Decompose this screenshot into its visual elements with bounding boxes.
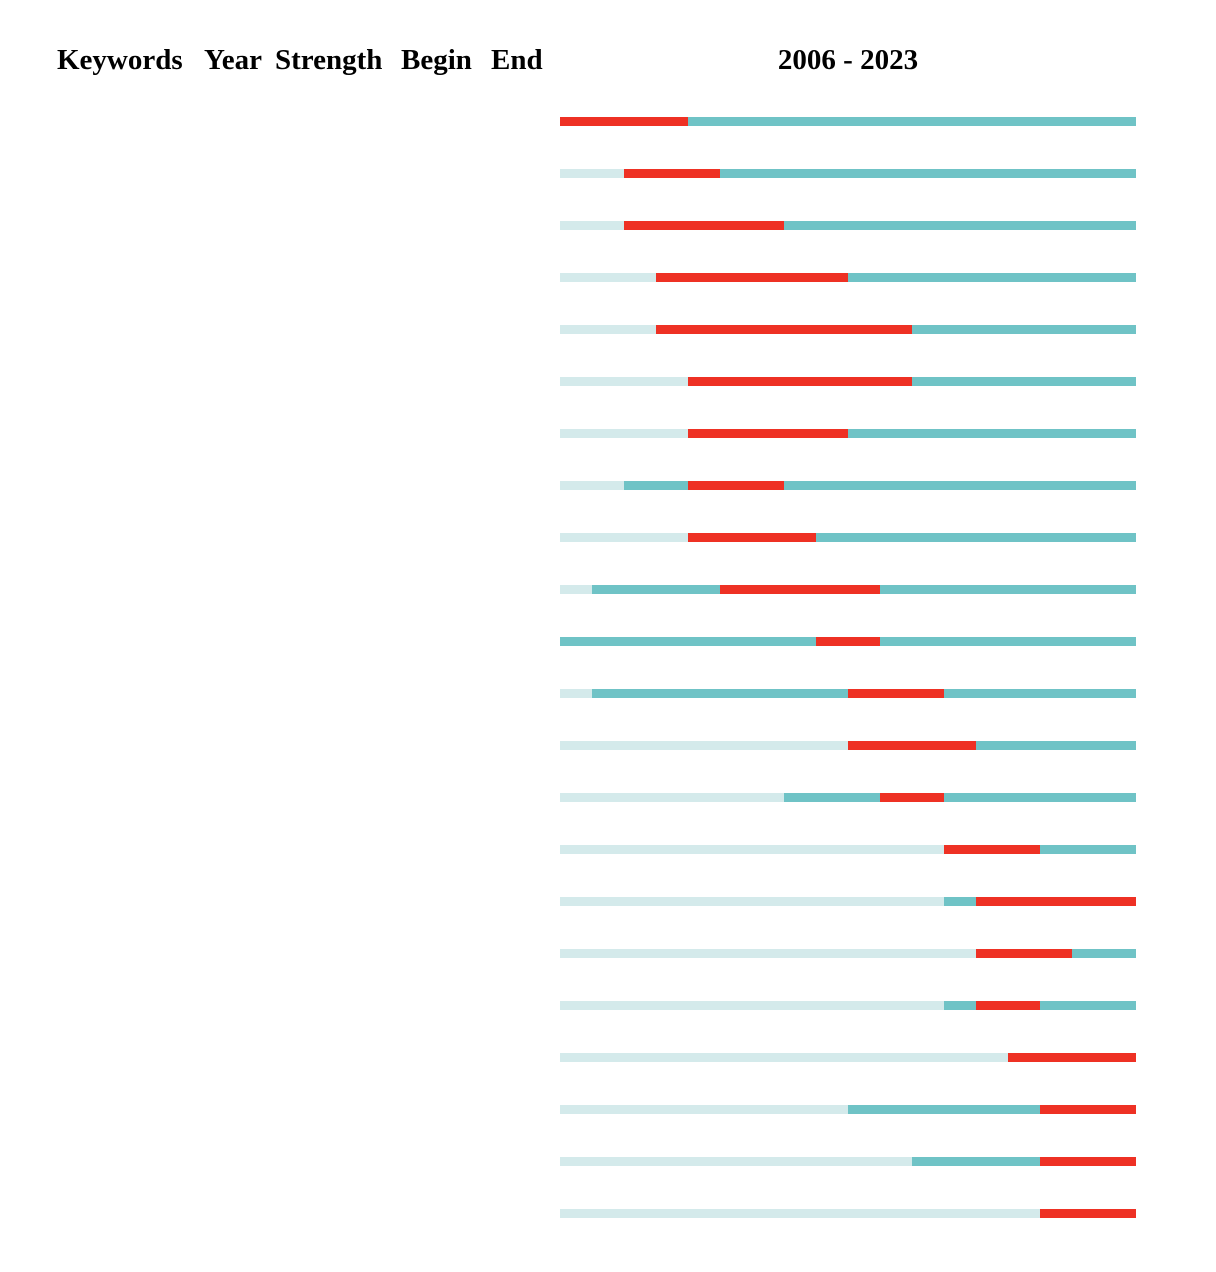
timeline-active-segment [848, 1105, 1136, 1114]
timeline-inactive-segment [560, 1105, 848, 1114]
timeline-inactive-segment [560, 845, 944, 854]
timeline-inactive-segment [560, 1209, 1040, 1218]
timeline-inactive-segment [560, 1001, 944, 1010]
burst-segment [720, 585, 880, 594]
timeline-active-segment [624, 169, 1136, 178]
burst-segment [880, 793, 944, 802]
header-strength: Strength [275, 44, 382, 76]
timeline-active-segment [912, 1157, 1136, 1166]
burst-segment [688, 533, 816, 542]
header-begin: Begin [401, 44, 472, 76]
timeline-active-segment [688, 429, 1136, 438]
timeline-active-segment [784, 793, 1136, 802]
burst-segment [656, 325, 912, 334]
header-end: End [491, 44, 543, 76]
burst-segment [1040, 1105, 1136, 1114]
timeline-active-segment [560, 117, 1136, 126]
timeline-active-segment [688, 533, 1136, 542]
timeline-inactive-segment [560, 1157, 912, 1166]
header-keywords: Keywords [57, 44, 183, 76]
burst-segment [976, 897, 1136, 906]
timeline-inactive-segment [560, 273, 656, 282]
burst-segment [976, 949, 1072, 958]
timeline-active-segment [848, 741, 1136, 750]
timeline-inactive-segment [560, 221, 624, 230]
burst-segment [688, 377, 912, 386]
timeline-active-segment [624, 481, 1136, 490]
chart-title: 2006 - 2023 [778, 44, 918, 76]
timeline-inactive-segment [560, 377, 688, 386]
burst-segment [848, 741, 976, 750]
timeline-active-segment [656, 273, 1136, 282]
burst-segment [1040, 1209, 1136, 1218]
timeline-inactive-segment [560, 689, 592, 698]
timeline-inactive-segment [560, 429, 688, 438]
burst-segment [816, 637, 880, 646]
timeline-inactive-segment [560, 533, 688, 542]
timeline-inactive-segment [560, 793, 784, 802]
timeline-inactive-segment [560, 481, 624, 490]
burst-segment [1008, 1053, 1136, 1062]
timeline-inactive-segment [560, 949, 976, 958]
burst-segment [848, 689, 944, 698]
burst-segment [688, 481, 784, 490]
burst-segment [624, 221, 784, 230]
header-year: Year [204, 44, 262, 76]
burst-segment [624, 169, 720, 178]
timeline-inactive-segment [560, 169, 624, 178]
timeline-inactive-segment [560, 325, 656, 334]
burst-segment [944, 845, 1040, 854]
timeline-inactive-segment [560, 897, 944, 906]
burst-rows [560, 117, 1136, 1218]
timeline-active-segment [624, 221, 1136, 230]
burst-segment [560, 117, 688, 126]
burst-segment [656, 273, 848, 282]
burst-segment [1040, 1157, 1136, 1166]
burst-segment [688, 429, 848, 438]
timeline-inactive-segment [560, 585, 592, 594]
timeline-inactive-segment [560, 1053, 1008, 1062]
burst-segment [976, 1001, 1040, 1010]
timeline-inactive-segment [560, 741, 848, 750]
